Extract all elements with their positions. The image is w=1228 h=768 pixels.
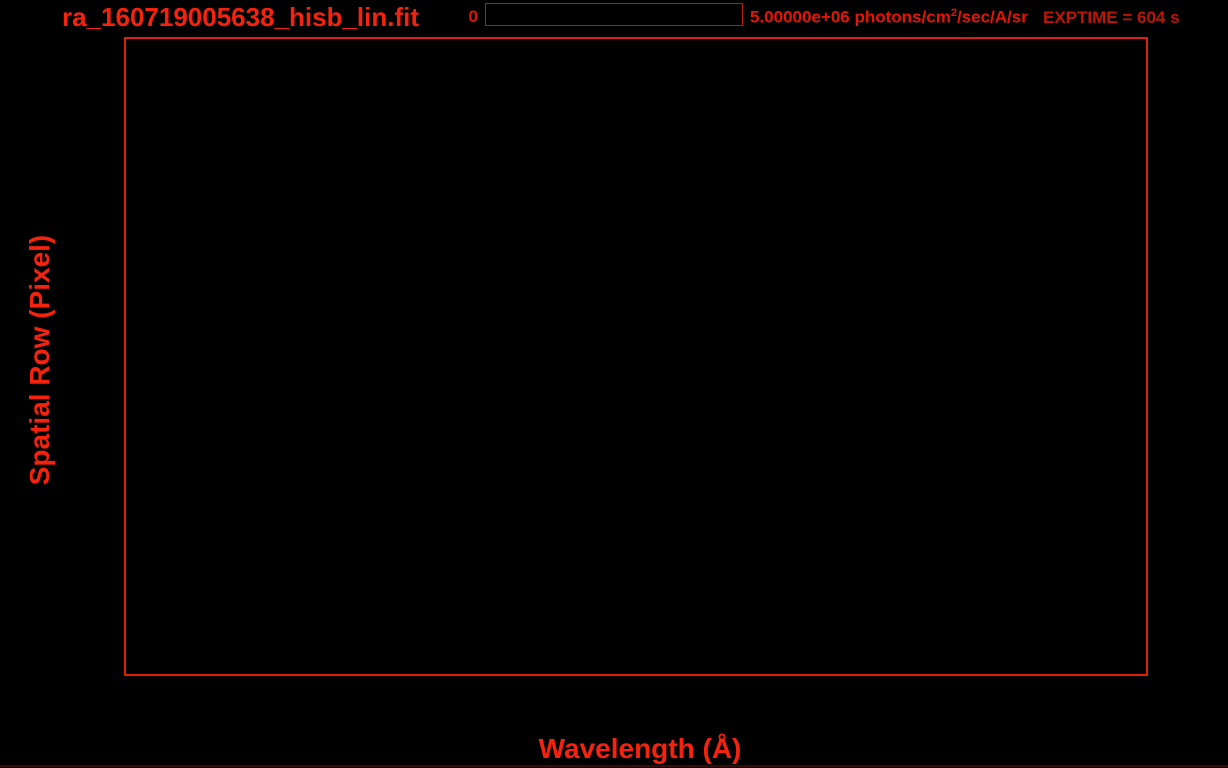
colorbar-gradient: [485, 3, 743, 26]
colorbar-max-value: 5.00000e+06: [750, 7, 850, 27]
plot-title: ra_160719005638_hisb_lin.fit: [62, 2, 420, 32]
colorbar-units-prefix: photons/cm: [849, 7, 951, 27]
window-bottom-edge: [0, 765, 1228, 767]
colorbar-units-suffix: /sec/A/sr: [956, 7, 1028, 27]
exptime-label: EXPTIME = 604 s: [1043, 8, 1180, 27]
spectrogram-heatmap: [126, 39, 1146, 674]
colorbar-min-label: 0: [468, 7, 478, 26]
y-axis-title: Spatial Row (Pixel): [24, 234, 55, 486]
colorbar-units-superscript: 2: [950, 7, 957, 19]
plot-area: [124, 37, 1148, 676]
colorbar-max-label: 5.00000e+06 photons/cm2/sec/A/sr: [750, 7, 1028, 28]
x-axis-title: Wavelength (Å): [538, 733, 742, 764]
